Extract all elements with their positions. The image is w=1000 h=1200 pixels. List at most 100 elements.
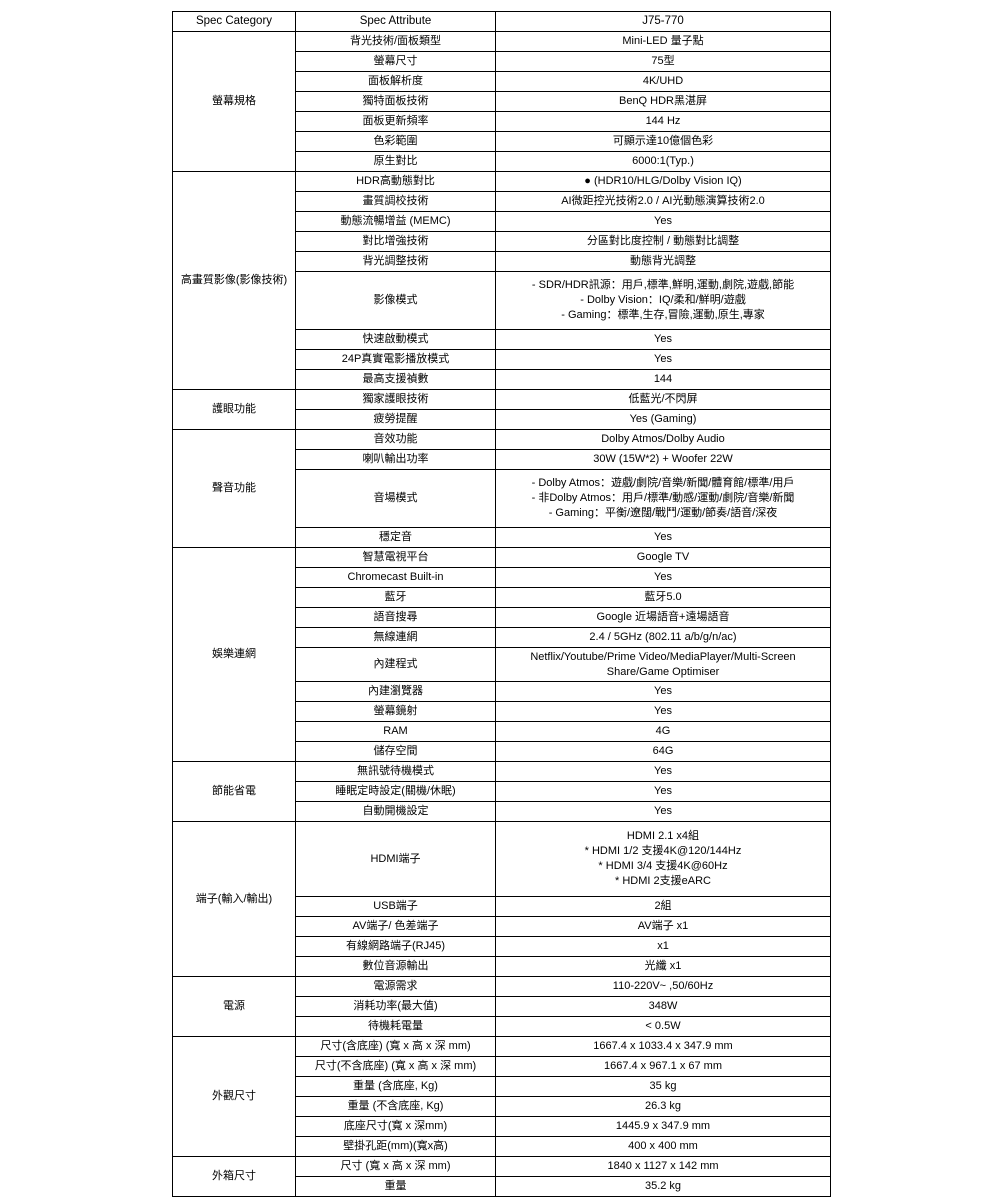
spec-attribute-cell: 數位音源輸出 <box>295 956 496 977</box>
spec-attribute-cell: 重量 (含底座, Kg) <box>295 1076 496 1097</box>
spec-value-cell: < 0.5W <box>495 1016 831 1037</box>
table-row: 護眼功能 獨家護眼技術 低藍光/不閃屏 <box>172 389 831 430</box>
spec-value-cell: - Dolby Atmos：遊戲/劇院/音樂/新聞/體育館/標準/用戶 - 非D… <box>495 469 831 528</box>
spec-value-cell: 6000:1(Typ.) <box>495 151 831 172</box>
spec-category-cell: 節能省電 <box>172 761 296 822</box>
spec-value-cell: 光纖 x1 <box>495 956 831 977</box>
spec-value-cell: 144 Hz <box>495 111 831 132</box>
spec-value-cell: 144 <box>495 369 831 390</box>
spec-value-cell: BenQ HDR黑湛屏 <box>495 91 831 112</box>
spec-value-cell: Yes <box>495 527 831 548</box>
spec-attribute-cell: 獨特面板技術 <box>295 91 496 112</box>
spec-attribute-cell: 尺寸 (寬 x 高 x 深 mm) <box>295 1156 496 1177</box>
spec-attribute-cell: AV端子/ 色差端子 <box>295 916 496 937</box>
table-row: 重量 35.2 kg <box>173 1176 831 1197</box>
spec-value-cell: AI微距控光技術2.0 / AI光動態演算技術2.0 <box>495 191 831 212</box>
spec-value-cell: 1667.4 x 967.1 x 67 mm <box>495 1056 831 1077</box>
table-row: USB端子 2組 <box>173 896 831 917</box>
spec-value-cell: Yes <box>495 211 831 232</box>
header-spec-category: Spec Category <box>172 11 296 32</box>
spec-value-cell: 35 kg <box>495 1076 831 1097</box>
spec-attribute-cell: 24P真實電影播放模式 <box>295 349 496 370</box>
table-row: 藍牙 藍牙5.0 <box>173 587 831 608</box>
spec-attribute-cell: 自動開機設定 <box>295 801 496 822</box>
table-row: 疲勞提醒 Yes (Gaming) <box>173 409 831 430</box>
spec-value-cell: 30W (15W*2) + Woofer 22W <box>495 449 831 470</box>
spec-attribute-cell: 最高支援禎數 <box>295 369 496 390</box>
table-row: 動態流暢增益 (MEMC) Yes <box>173 211 831 232</box>
spec-value-cell: ● (HDR10/HLG/Dolby Vision IQ) <box>495 171 831 192</box>
table-row: 獨特面板技術 BenQ HDR黑湛屏 <box>173 91 831 112</box>
spec-attribute-cell: 尺寸(含底座) (寬 x 高 x 深 mm) <box>295 1036 496 1057</box>
table-row: 影像模式 - SDR/HDR訊源：用戶,標準,鮮明,運動,劇院,遊戲,節能 - D… <box>173 271 831 330</box>
spec-value-cell: 348W <box>495 996 831 1017</box>
spec-attribute-cell: 背光技術/面板類型 <box>295 31 496 52</box>
table-row: 高畫質影像(影像技術) HDR高動態對比 ● (HDR10/HLG/Dolby Vi… <box>172 171 831 390</box>
spec-attribute-cell: 藍牙 <box>295 587 496 608</box>
spec-attribute-cell: HDR高動態對比 <box>295 171 496 192</box>
spec-attribute-cell: 內建程式 <box>295 647 496 682</box>
spec-value-cell: x1 <box>495 936 831 957</box>
spec-attribute-cell: 底座尺寸(寬 x 深mm) <box>295 1116 496 1137</box>
spec-category-cell: 高畫質影像(影像技術) <box>172 171 296 390</box>
spec-attribute-cell: 智慧電視平台 <box>295 547 496 568</box>
spec-attribute-cell: 音效功能 <box>295 429 496 450</box>
spec-value-cell: AV端子 x1 <box>495 916 831 937</box>
table-row: 最高支援禎數 144 <box>173 369 831 390</box>
spec-value-cell: Netflix/Youtube/Prime Video/MediaPlayer/… <box>495 647 831 682</box>
spec-category-cell: 外箱尺寸 <box>172 1156 296 1197</box>
spec-attribute-cell: USB端子 <box>295 896 496 917</box>
spec-attribute-cell: 無線連網 <box>295 627 496 648</box>
spec-value-cell: Google TV <box>495 547 831 568</box>
spec-attribute-cell: 畫質調校技術 <box>295 191 496 212</box>
spec-attribute-cell: 有線網路端子(RJ45) <box>295 936 496 957</box>
table-row: 快速啟動模式 Yes <box>173 329 831 350</box>
table-header-row: Spec Category Spec Attribute J75-770 <box>172 11 831 32</box>
spec-attribute-cell: 尺寸(不含底座) (寬 x 高 x 深 mm) <box>295 1056 496 1077</box>
spec-value-cell: 64G <box>495 741 831 762</box>
table-row: 端子(輸入/輸出) HDMI端子 HDMI 2.1 x4組 * HDMI 1/2 支… <box>172 821 831 977</box>
table-row: 壁掛孔距(mm)(寬x高) 400 x 400 mm <box>173 1136 831 1157</box>
spec-attribute-cell: 儲存空間 <box>295 741 496 762</box>
spec-value-cell: 動態背光調整 <box>495 251 831 272</box>
spec-value-cell: 110-220V~ ,50/60Hz <box>495 976 831 997</box>
spec-value-cell: Yes (Gaming) <box>495 409 831 430</box>
spec-value-cell: 75型 <box>495 51 831 72</box>
table-row: 穩定音 Yes <box>173 527 831 548</box>
product-spec-table: Spec Category Spec Attribute J75-770 螢幕規… <box>172 11 831 1197</box>
spec-category-cell: 螢幕規格 <box>172 31 296 172</box>
spec-value-cell: Yes <box>495 781 831 802</box>
spec-attribute-cell: 螢幕鏡射 <box>295 701 496 722</box>
table-row: 外觀尺寸 尺寸(含底座) (寬 x 高 x 深 mm) 1667.4 x 1033.… <box>172 1036 831 1157</box>
spec-attribute-cell: 喇叭輸出功率 <box>295 449 496 470</box>
spec-category-cell: 電源 <box>172 976 296 1037</box>
spec-value-cell: Mini-LED 量子點 <box>495 31 831 52</box>
table-row: 有線網路端子(RJ45) x1 <box>173 936 831 957</box>
spec-attribute-cell: Chromecast Built-in <box>295 567 496 588</box>
spec-value-cell: 26.3 kg <box>495 1096 831 1117</box>
table-row: 畫質調校技術 AI微距控光技術2.0 / AI光動態演算技術2.0 <box>173 191 831 212</box>
spec-value-cell: 2.4 / 5GHz (802.11 a/b/g/n/ac) <box>495 627 831 648</box>
table-row: 語音搜尋 Google 近場語音+遠場語音 <box>173 607 831 628</box>
spec-attribute-cell: 電源需求 <box>295 976 496 997</box>
spec-value-cell: Yes <box>495 329 831 350</box>
spec-value-cell: HDMI 2.1 x4組 * HDMI 1/2 支援4K@120/144Hz *… <box>495 821 831 897</box>
spec-value-cell: 35.2 kg <box>495 1176 831 1197</box>
spec-attribute-cell: 面板解析度 <box>295 71 496 92</box>
spec-category-cell: 外觀尺寸 <box>172 1036 296 1157</box>
spec-attribute-cell: 原生對比 <box>295 151 496 172</box>
spec-attribute-cell: 重量 <box>295 1176 496 1197</box>
table-row: 24P真實電影播放模式 Yes <box>173 349 831 370</box>
spec-attribute-cell: 內建瀏覽器 <box>295 681 496 702</box>
table-row: 內建程式 Netflix/Youtube/Prime Video/MediaPla… <box>173 647 831 682</box>
spec-value-cell: Yes <box>495 567 831 588</box>
spec-value-cell: 4K/UHD <box>495 71 831 92</box>
table-row: 聲音功能 音效功能 Dolby Atmos/Dolby Audio <box>172 429 831 548</box>
spec-value-cell: Yes <box>495 761 831 782</box>
spec-attribute-cell: 壁掛孔距(mm)(寬x高) <box>295 1136 496 1157</box>
header-model-name: J75-770 <box>495 11 831 32</box>
spec-attribute-cell: HDMI端子 <box>295 821 496 897</box>
header-spec-attribute: Spec Attribute <box>295 11 496 32</box>
table-row: 外箱尺寸 尺寸 (寬 x 高 x 深 mm) 1840 x 1127 x 142 m… <box>172 1156 831 1197</box>
table-row: 對比增強技術 分區對比度控制 / 動態對比調整 <box>173 231 831 252</box>
